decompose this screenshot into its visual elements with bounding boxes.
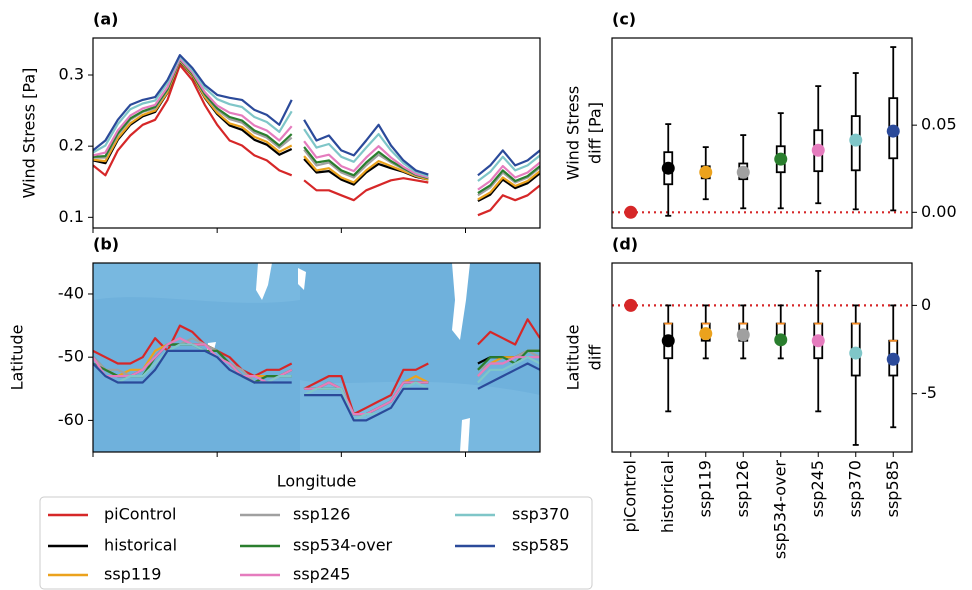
legend-label: ssp370	[512, 505, 569, 524]
y-tick-label: 0.00	[921, 202, 957, 221]
y-axis-label: Wind Stress [Pa]	[20, 68, 39, 199]
panel-title: (b)	[93, 235, 119, 254]
series-line	[93, 318, 540, 416]
y-axis-label: Latitude	[8, 325, 27, 391]
mean-dot	[811, 143, 825, 157]
y-tick-label: 0.3	[59, 65, 84, 84]
x-tick-label: ssp370	[845, 460, 864, 517]
series-line	[93, 59, 540, 201]
series-line	[93, 349, 540, 422]
plot-frame	[611, 37, 913, 229]
mean-dot	[849, 346, 863, 360]
mean-dot	[699, 165, 713, 179]
plot-frame	[611, 262, 913, 453]
mean-dot	[736, 328, 750, 342]
mean-dot	[886, 352, 900, 366]
x-tick-label: ssp245	[808, 460, 827, 517]
y-tick-label: -40	[58, 283, 84, 302]
y-tick-label: -50	[58, 347, 84, 366]
y-tick-label: 0.2	[59, 136, 84, 155]
mean-dot	[886, 124, 900, 138]
series-group	[93, 318, 540, 422]
series-line	[93, 60, 540, 202]
panel-title: (d)	[612, 235, 638, 254]
series-group	[93, 54, 540, 217]
plot-frame	[92, 262, 541, 453]
y-tick-label: 0.05	[921, 115, 957, 134]
legend-label: ssp245	[293, 565, 350, 584]
panel-title: (c)	[612, 10, 636, 29]
legend-label: historical	[104, 536, 177, 555]
series-line	[93, 59, 540, 197]
x-tick-label: piControl	[620, 460, 639, 532]
x-axis-label: Longitude	[277, 472, 357, 491]
mean-dot	[624, 298, 638, 312]
x-tick-label: historical	[658, 460, 677, 533]
y-axis-label: diff [Pa]	[586, 102, 605, 164]
mean-dot	[774, 152, 788, 166]
series-line	[93, 55, 540, 182]
x-tick-label: ssp119	[695, 460, 714, 517]
legend-label: ssp126	[293, 505, 350, 524]
y-tick-label: 0	[921, 295, 931, 314]
x-tick-label: ssp534-over	[770, 460, 789, 560]
series-line	[93, 63, 540, 217]
y-tick-label: -5	[921, 383, 937, 402]
mean-dot	[661, 161, 675, 175]
y-axis-label: Latitude	[564, 325, 583, 391]
legend-label: ssp534-over	[293, 536, 393, 555]
panel-title: (a)	[93, 10, 118, 29]
mean-dot	[661, 334, 675, 348]
y-tick-label: 0.1	[59, 207, 84, 226]
y-tick-label: -60	[58, 410, 84, 429]
mean-dot	[736, 165, 750, 179]
map-background	[93, 263, 540, 452]
y-axis-label: diff	[586, 344, 605, 371]
legend-label: ssp585	[512, 536, 569, 555]
x-tick-label: ssp585	[883, 460, 902, 517]
series-line	[93, 57, 540, 191]
mean-dot	[774, 333, 788, 347]
mean-dot	[849, 133, 863, 147]
series-line	[93, 54, 540, 177]
mean-dot	[699, 327, 713, 341]
mean-dot	[811, 334, 825, 348]
plot-frame	[92, 37, 541, 229]
legend-label: ssp119	[104, 565, 161, 584]
legend-label: piControl	[104, 505, 176, 524]
y-axis-label: Wind Stress	[564, 86, 583, 180]
mean-dot	[624, 205, 638, 219]
x-tick-label: ssp126	[733, 460, 752, 517]
legend-frame	[39, 496, 593, 590]
